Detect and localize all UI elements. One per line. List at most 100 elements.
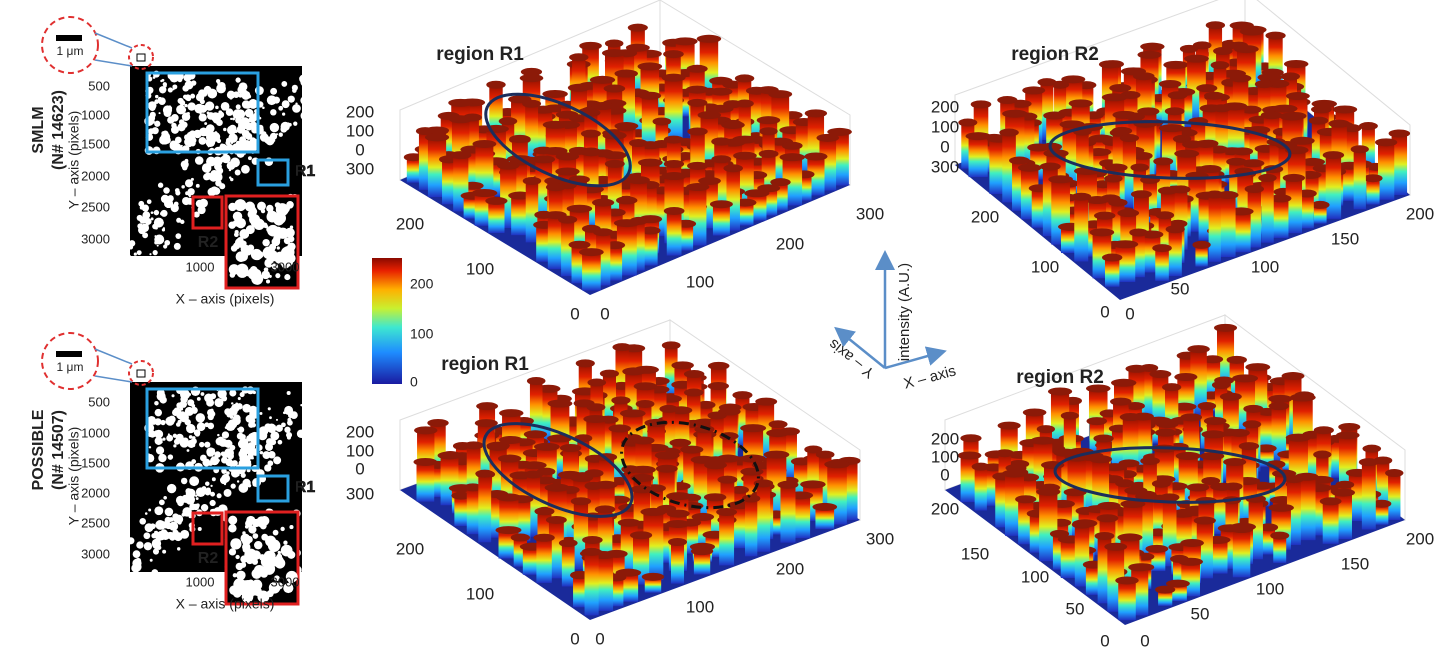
surface-cap <box>542 89 568 98</box>
blob <box>176 402 183 409</box>
x-tick-label: 100 <box>686 272 714 291</box>
blob <box>214 398 224 408</box>
blob <box>160 79 163 83</box>
surface-cap <box>640 226 661 235</box>
blob <box>220 101 230 111</box>
surface-column <box>1143 367 1156 423</box>
surface-cap <box>603 84 626 93</box>
surface-cap <box>1196 84 1218 93</box>
blob <box>283 237 291 245</box>
blob <box>198 113 207 122</box>
blob <box>273 226 283 237</box>
x-tick-label: 1000 <box>186 574 215 589</box>
surface-cap <box>690 547 714 556</box>
surface-cap <box>1157 186 1178 195</box>
surface-cap <box>545 515 567 524</box>
z-tick-label: 100 <box>346 441 374 460</box>
surface-cap <box>616 196 638 205</box>
surface-column <box>1220 195 1236 258</box>
x-tick-label: 100 <box>686 597 714 616</box>
x-tick-label: 200 <box>776 234 804 253</box>
region-box <box>256 474 290 503</box>
blob <box>190 137 197 144</box>
blob <box>264 258 274 268</box>
surface-cap <box>781 141 803 150</box>
blob <box>187 142 192 148</box>
blob <box>194 103 205 114</box>
blob <box>257 201 266 211</box>
blob <box>239 392 245 398</box>
surface-cap <box>1205 190 1224 199</box>
blob <box>230 117 233 121</box>
surface-cap <box>580 148 602 157</box>
x-axis-label: X – axis (pixels) <box>176 596 275 612</box>
surface-cap <box>1068 99 1093 108</box>
blob <box>250 248 263 261</box>
surface-cap <box>519 74 544 83</box>
surface-cap <box>709 200 733 209</box>
blob <box>288 122 292 127</box>
surface-cap <box>1117 533 1143 542</box>
blob <box>259 412 263 415</box>
blob <box>281 204 290 213</box>
count-label: (N# 14507) <box>50 410 67 490</box>
blob <box>146 199 152 205</box>
surface-cap <box>812 502 838 511</box>
blob <box>225 108 234 116</box>
blob <box>240 117 250 127</box>
blob <box>237 439 247 449</box>
surface-cap <box>1363 174 1383 183</box>
blob <box>189 476 200 487</box>
surface-cap <box>1228 428 1250 437</box>
surface-cap <box>1226 355 1247 364</box>
blob <box>215 78 221 84</box>
surface-cap <box>1192 41 1212 50</box>
blob <box>236 472 240 477</box>
blob <box>228 264 240 275</box>
surface-cap <box>566 204 593 213</box>
blob <box>237 85 246 94</box>
zoom-line <box>94 32 133 49</box>
surface-cap <box>1132 72 1155 81</box>
surface-cap <box>1313 450 1332 459</box>
blob <box>245 141 252 148</box>
surface-cap <box>1094 211 1116 220</box>
x-tick-label: 150 <box>1331 229 1359 248</box>
blob <box>169 534 176 541</box>
surface-column <box>1190 349 1207 417</box>
surface-cap <box>583 414 608 423</box>
surface-column <box>427 137 447 198</box>
surface-column <box>1273 535 1287 563</box>
surface-cap <box>1119 413 1142 422</box>
blob <box>151 420 156 425</box>
surface-cap <box>663 206 685 215</box>
colorbar-tick-label: 100 <box>410 326 434 342</box>
blob <box>234 199 247 212</box>
blob <box>144 218 152 225</box>
blob <box>184 94 192 101</box>
blob <box>164 239 171 246</box>
blob <box>209 410 216 418</box>
surface-cap <box>672 37 698 46</box>
surface-cap <box>448 98 473 107</box>
surface-cap <box>1192 240 1211 249</box>
surface-cap <box>1180 538 1204 547</box>
surface-cap <box>586 403 606 412</box>
blob <box>211 477 216 482</box>
surface-cap <box>739 454 766 463</box>
surface-cap <box>1358 122 1378 131</box>
surface-cap <box>707 361 730 370</box>
surface-cap <box>759 127 778 136</box>
x-tick-label: 3000 <box>271 574 300 589</box>
blob <box>227 422 236 431</box>
blob <box>158 112 161 115</box>
surface-cap <box>1153 157 1174 166</box>
surface-cap <box>1257 73 1283 82</box>
surface-cap <box>614 69 638 78</box>
surface-cap <box>1115 576 1139 585</box>
blob <box>167 195 174 202</box>
blob <box>218 110 223 115</box>
blob <box>162 437 166 441</box>
blob <box>162 137 169 145</box>
blob <box>281 81 288 87</box>
